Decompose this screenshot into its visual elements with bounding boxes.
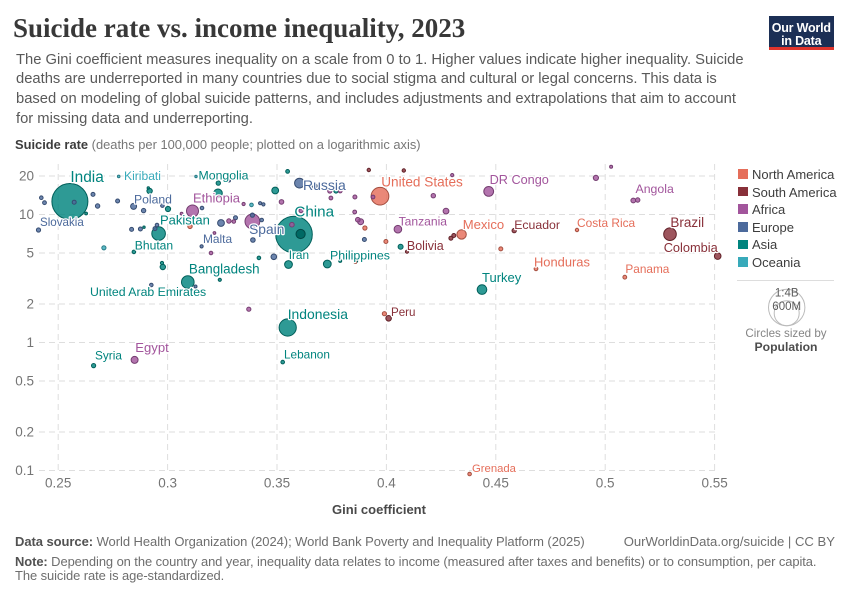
svg-text:Philippines: Philippines xyxy=(330,248,390,262)
svg-text:1: 1 xyxy=(26,335,34,350)
svg-text:0.25: 0.25 xyxy=(45,476,71,491)
svg-text:Bangladesh: Bangladesh xyxy=(189,262,260,277)
svg-text:Bhutan: Bhutan xyxy=(135,239,173,253)
svg-text:0.3: 0.3 xyxy=(158,476,177,491)
svg-text:Colombia: Colombia xyxy=(664,240,719,255)
svg-text:Poland: Poland xyxy=(134,193,172,207)
svg-text:Spain: Spain xyxy=(249,222,284,237)
svg-text:1:4B: 1:4B xyxy=(775,288,799,300)
svg-text:Indonesia: Indonesia xyxy=(288,306,349,322)
svg-text:Russia: Russia xyxy=(303,177,346,193)
svg-text:Iran: Iran xyxy=(289,248,309,262)
svg-text:0.4: 0.4 xyxy=(377,476,396,491)
svg-text:Turkey: Turkey xyxy=(482,270,522,285)
svg-text:Ecuador: Ecuador xyxy=(514,218,560,232)
svg-text:DR Congo: DR Congo xyxy=(490,173,549,187)
svg-text:0.5: 0.5 xyxy=(15,374,34,389)
svg-text:5: 5 xyxy=(26,246,34,261)
svg-text:0.5: 0.5 xyxy=(596,476,615,491)
svg-text:Tanzania: Tanzania xyxy=(399,214,448,228)
svg-text:United Arab Emirates: United Arab Emirates xyxy=(90,285,206,299)
svg-text:China: China xyxy=(294,203,334,220)
svg-text:Brazil: Brazil xyxy=(670,215,704,230)
svg-text:United States: United States xyxy=(381,174,463,189)
svg-text:0.45: 0.45 xyxy=(483,476,509,491)
svg-text:0.55: 0.55 xyxy=(701,476,727,491)
svg-text:India: India xyxy=(70,169,104,186)
svg-text:Bolivia: Bolivia xyxy=(407,239,444,253)
svg-text:Pakistan: Pakistan xyxy=(160,212,210,227)
svg-text:10: 10 xyxy=(19,207,34,222)
svg-text:0.2: 0.2 xyxy=(15,425,34,440)
svg-text:Costa Rica: Costa Rica xyxy=(577,216,636,230)
svg-text:0.35: 0.35 xyxy=(264,476,290,491)
svg-text:2: 2 xyxy=(26,297,34,312)
svg-text:Egypt: Egypt xyxy=(135,340,169,355)
svg-text:Grenada: Grenada xyxy=(472,463,517,475)
svg-text:Peru: Peru xyxy=(391,306,416,319)
svg-text:Lebanon: Lebanon xyxy=(284,348,330,362)
svg-text:Kiribati: Kiribati xyxy=(124,169,161,183)
svg-text:Slovakia: Slovakia xyxy=(40,216,84,229)
svg-text:Angola: Angola xyxy=(636,182,674,196)
svg-text:Malta: Malta xyxy=(203,232,232,246)
svg-text:Panama: Panama xyxy=(625,262,669,276)
svg-text:Mongolia: Mongolia xyxy=(199,168,249,182)
svg-text:Mexico: Mexico xyxy=(463,217,504,232)
svg-text:20: 20 xyxy=(19,169,34,184)
svg-text:Syria: Syria xyxy=(95,349,122,363)
svg-text:600M: 600M xyxy=(772,301,801,313)
svg-text:Honduras: Honduras xyxy=(534,254,590,269)
svg-text:Ethiopia: Ethiopia xyxy=(193,190,241,205)
svg-text:0.1: 0.1 xyxy=(15,463,34,478)
